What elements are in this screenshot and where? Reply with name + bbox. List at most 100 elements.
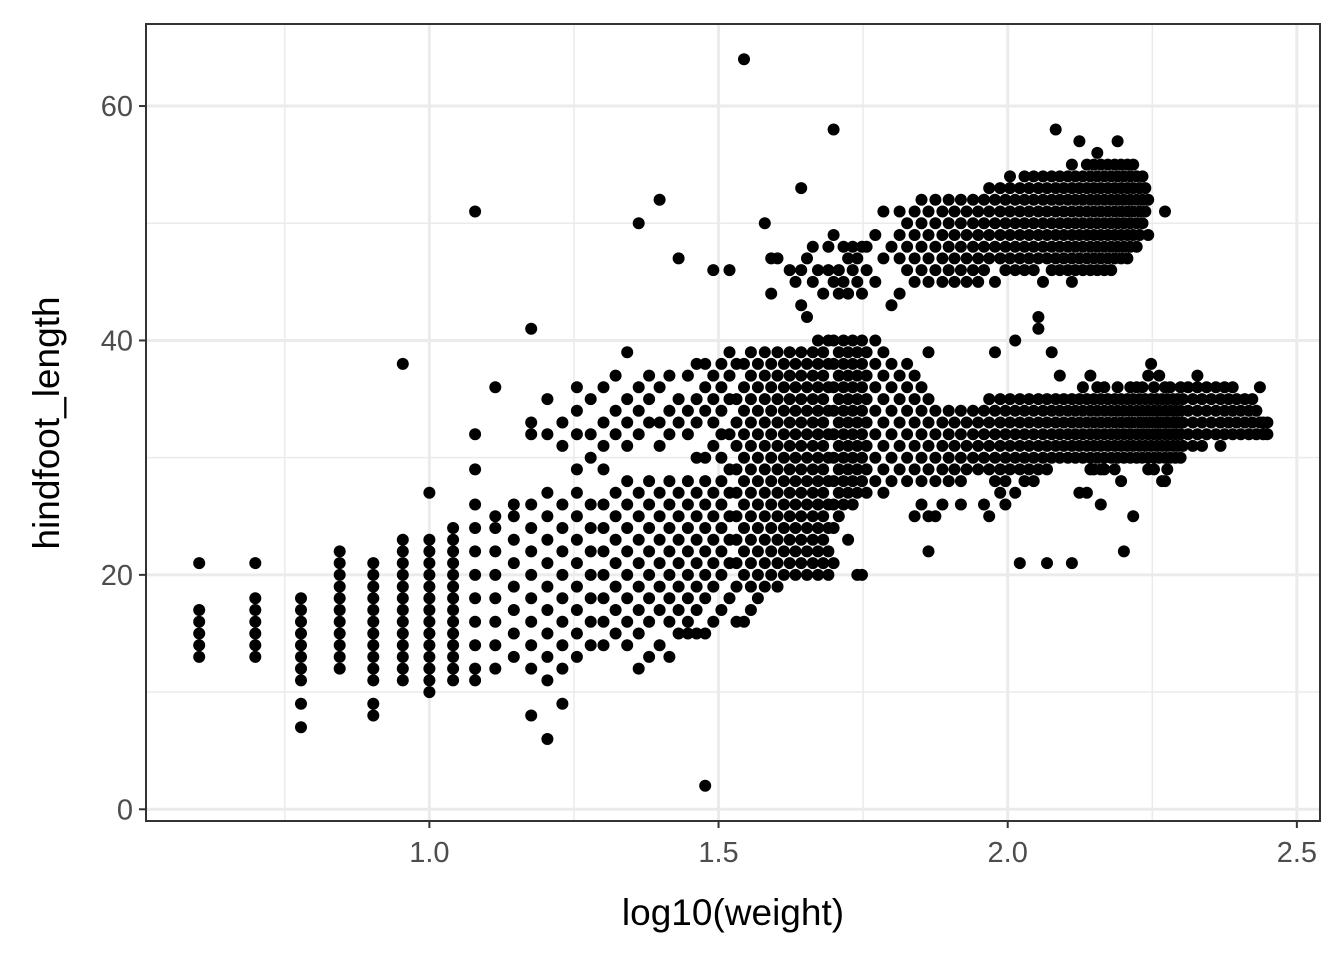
- data-point: [715, 404, 728, 417]
- data-point: [869, 357, 882, 370]
- data-point: [643, 522, 656, 534]
- data-point: [295, 650, 307, 663]
- data-point: [295, 674, 307, 687]
- data-point: [556, 545, 569, 558]
- data-point: [960, 252, 973, 265]
- data-point: [570, 463, 583, 476]
- data-point: [915, 193, 928, 206]
- data-point: [1037, 217, 1049, 230]
- data-point: [758, 580, 771, 593]
- data-point: [908, 463, 921, 476]
- data-point: [193, 615, 206, 628]
- data-point: [877, 393, 890, 406]
- data-point: [1153, 369, 1166, 382]
- data-point: [795, 486, 808, 499]
- data-point: [681, 568, 694, 581]
- data-point: [193, 604, 206, 616]
- data-point: [447, 627, 460, 640]
- data-point: [663, 369, 676, 382]
- data-point: [1027, 428, 1040, 441]
- data-point: [901, 357, 914, 370]
- data-point: [507, 604, 520, 616]
- data-point: [795, 182, 808, 195]
- data-point: [960, 205, 973, 218]
- data-point: [994, 252, 1007, 265]
- data-point: [1013, 463, 1026, 476]
- data-point: [663, 568, 676, 581]
- data-point: [908, 229, 921, 241]
- data-point: [877, 205, 890, 218]
- data-point: [609, 604, 622, 616]
- data-point: [1027, 404, 1040, 417]
- data-point: [730, 416, 743, 429]
- data-point: [1027, 217, 1040, 230]
- data-point: [525, 498, 538, 511]
- data-point: [447, 674, 460, 687]
- data-point: [846, 475, 859, 488]
- data-point: [621, 545, 634, 558]
- data-point: [929, 475, 942, 488]
- data-point: [860, 416, 873, 429]
- data-point: [570, 627, 583, 640]
- data-point: [783, 346, 796, 359]
- data-point: [777, 475, 790, 488]
- data-point: [672, 557, 685, 570]
- data-point: [738, 381, 750, 394]
- data-point: [653, 486, 666, 499]
- data-point: [730, 439, 743, 452]
- data-point: [447, 545, 460, 558]
- data-point: [929, 404, 942, 417]
- data-point: [999, 193, 1012, 206]
- data-point: [396, 662, 409, 675]
- data-point: [707, 486, 720, 499]
- y-axis-title: hindfoot_length: [26, 296, 67, 549]
- data-point: [423, 557, 436, 570]
- data-point: [396, 533, 409, 546]
- data-point: [541, 486, 554, 499]
- data-point: [396, 615, 409, 628]
- data-point: [978, 264, 990, 277]
- data-point: [758, 463, 771, 476]
- data-point: [801, 522, 813, 534]
- data-point: [541, 604, 554, 616]
- data-point: [758, 217, 771, 230]
- data-point: [469, 522, 482, 534]
- data-point: [806, 463, 819, 476]
- data-point: [832, 416, 845, 429]
- data-point: [948, 275, 961, 288]
- data-point: [832, 264, 845, 277]
- data-point: [707, 416, 720, 429]
- data-point: [653, 193, 666, 206]
- data-point: [812, 522, 824, 534]
- data-point: [690, 451, 703, 464]
- data-point: [842, 346, 855, 359]
- data-point: [1032, 252, 1045, 265]
- data-point: [758, 557, 771, 570]
- data-point: [744, 604, 757, 616]
- data-point: [584, 615, 597, 628]
- data-point: [922, 545, 935, 558]
- data-point: [983, 510, 996, 523]
- data-point: [1049, 123, 1062, 136]
- data-point: [801, 475, 813, 488]
- data-point: [999, 475, 1012, 488]
- data-point: [983, 182, 996, 195]
- data-point: [715, 604, 728, 616]
- data-point: [333, 627, 346, 640]
- data-point: [954, 428, 967, 441]
- data-point: [832, 439, 845, 452]
- data-point: [1004, 182, 1016, 195]
- y-tick-label: 0: [117, 794, 133, 826]
- data-point: [1200, 381, 1213, 394]
- data-point: [954, 404, 967, 417]
- data-point: [967, 404, 979, 417]
- data-point: [783, 486, 796, 499]
- data-point: [994, 229, 1007, 241]
- data-point: [1139, 182, 1152, 195]
- data-point: [1009, 334, 1022, 347]
- data-point: [758, 346, 771, 359]
- data-point: [827, 557, 840, 570]
- data-point: [856, 287, 868, 300]
- data-point: [860, 346, 873, 359]
